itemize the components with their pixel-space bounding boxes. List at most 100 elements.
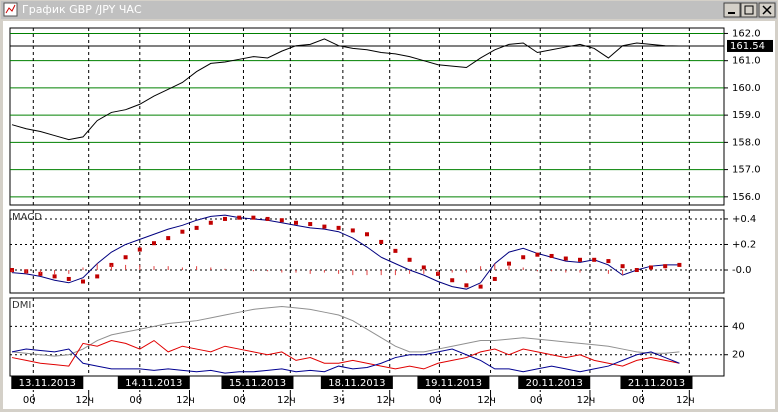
- series-line: [11, 214, 680, 290]
- window-buttons[interactable]: [723, 2, 776, 18]
- y-tick-label: +0.4: [732, 214, 756, 225]
- signal-point: [152, 241, 156, 246]
- y-tick-label: 161.0: [732, 56, 761, 67]
- panel-label: DMI: [12, 300, 31, 311]
- date-box: [518, 376, 591, 389]
- series-line: [11, 306, 680, 357]
- date-label: 18.11.2013: [328, 378, 385, 389]
- y-tick-label: 157.0: [732, 165, 761, 176]
- date-box: [620, 376, 693, 389]
- x-tick-label: 12ч: [376, 395, 395, 406]
- series-line: [11, 348, 680, 374]
- y-tick-label: 159.0: [732, 110, 761, 121]
- maximize-button[interactable]: [740, 2, 758, 18]
- signal-point: [265, 216, 270, 221]
- signal-point: [450, 278, 455, 283]
- x-tick-label: 00: [429, 395, 442, 406]
- signal-point: [649, 265, 653, 270]
- x-tick-label: 12ч: [176, 395, 195, 406]
- signal-point: [521, 255, 526, 260]
- y-tick-label: 40: [732, 321, 745, 332]
- series-line: [11, 339, 680, 370]
- date-label: 21.11.2013: [628, 378, 685, 389]
- signal-point: [81, 279, 85, 284]
- signal-point: [137, 247, 142, 252]
- y-tick-label: 160.0: [732, 83, 761, 94]
- signal-point: [464, 283, 469, 288]
- signal-point: [620, 264, 625, 269]
- signal-point: [294, 220, 298, 225]
- x-tick-label: 3ч: [333, 395, 345, 406]
- signal-point: [223, 216, 227, 221]
- date-label: 19.11.2013: [425, 378, 482, 389]
- signal-point: [237, 215, 242, 220]
- signal-point: [535, 252, 540, 257]
- signal-point: [194, 225, 199, 230]
- signal-point: [251, 215, 256, 220]
- y-tick-label: -0.0: [732, 265, 752, 276]
- date-label: 20.11.2013: [526, 378, 583, 389]
- last-price-label: 161.54: [730, 41, 765, 52]
- signal-point: [663, 264, 668, 269]
- signal-point: [322, 224, 327, 229]
- signal-point: [592, 257, 597, 262]
- signal-point: [677, 262, 682, 267]
- y-tick-label: 20: [732, 350, 745, 361]
- signal-point: [350, 228, 355, 233]
- y-tick-label: 158.0: [732, 137, 761, 148]
- signal-point: [492, 276, 497, 281]
- series-line: [11, 38, 680, 141]
- signal-point: [578, 257, 582, 262]
- x-tick-label: 00: [129, 395, 142, 406]
- y-tick-label: +0.2: [732, 239, 756, 250]
- signal-point: [393, 248, 398, 253]
- signal-point: [208, 220, 213, 225]
- x-tick-label: 12ч: [577, 395, 596, 406]
- app-icon-glyph: [5, 4, 16, 14]
- signal-point: [308, 222, 313, 227]
- x-tick-label: 00: [632, 395, 645, 406]
- last-price-box: [727, 39, 773, 52]
- window-title: График GBP /JPY ЧАС: [22, 3, 142, 16]
- signal-point: [52, 274, 57, 279]
- title-bar: [1, 1, 777, 19]
- y-tick-label: 162.0: [732, 28, 761, 39]
- x-tick-label: 12ч: [277, 395, 296, 406]
- signal-point: [507, 261, 511, 266]
- date-label: 14.11.2013: [125, 378, 182, 389]
- x-tick-label: 00: [23, 395, 36, 406]
- signal-point: [180, 229, 185, 234]
- signal-point: [95, 274, 100, 279]
- date-box: [117, 376, 190, 389]
- signal-point: [336, 225, 341, 230]
- x-tick-label: 12ч: [676, 395, 695, 406]
- date-label: 13.11.2013: [19, 378, 76, 389]
- signal-point: [634, 268, 639, 273]
- signal-point: [379, 239, 384, 244]
- date-box: [11, 376, 84, 389]
- x-tick-label: 12ч: [75, 395, 94, 406]
- panel: [9, 297, 725, 377]
- x-tick-label: 00: [233, 395, 246, 406]
- x-tick-label: 00: [530, 395, 543, 406]
- panel: [9, 209, 725, 294]
- date-label: 15.11.2013: [229, 378, 286, 389]
- x-tick-label: 12ч: [477, 395, 496, 406]
- maximize-glyph: [744, 5, 754, 15]
- signal-point: [478, 284, 483, 289]
- date-box: [417, 376, 490, 389]
- signal-point: [407, 257, 412, 262]
- signal-point: [66, 276, 71, 281]
- y-tick-label: 156.0: [732, 192, 761, 203]
- signal-point: [421, 265, 426, 270]
- signal-point: [365, 232, 369, 237]
- signal-point: [123, 255, 128, 260]
- signal-point: [606, 259, 611, 264]
- panel: [9, 27, 725, 206]
- minimize-button[interactable]: [723, 2, 741, 18]
- date-box: [221, 376, 294, 389]
- signal-point: [549, 253, 554, 258]
- close-glyph: [762, 5, 772, 15]
- signal-point: [279, 218, 284, 223]
